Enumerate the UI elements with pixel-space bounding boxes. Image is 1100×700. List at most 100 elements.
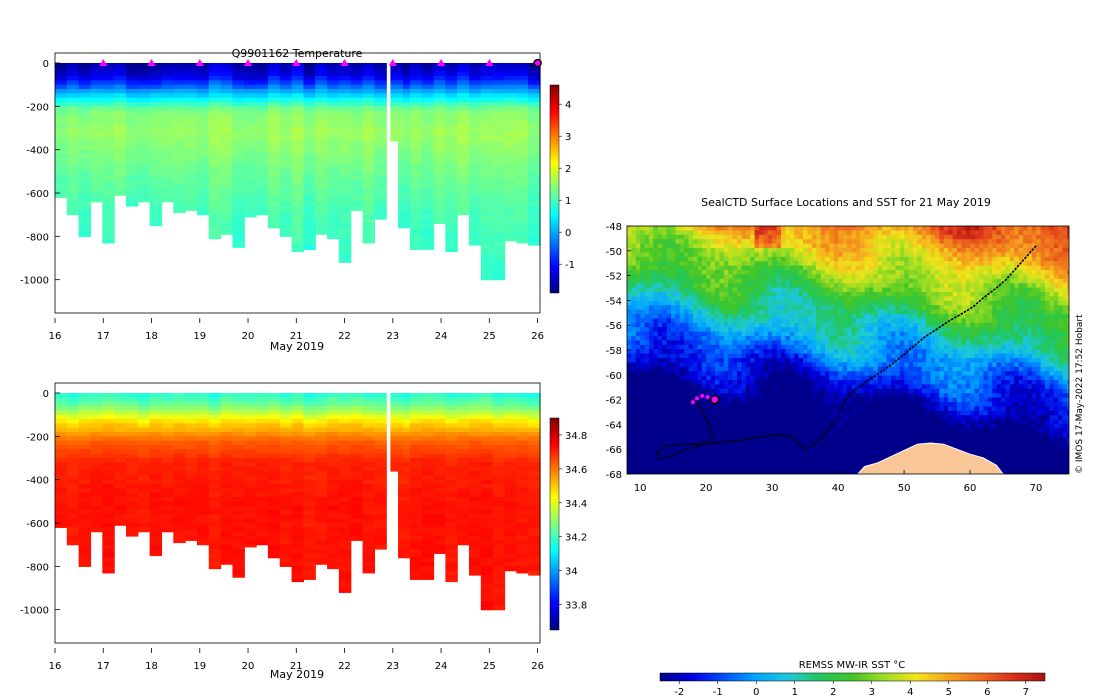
section-cell [528, 540, 541, 546]
section-cell [504, 149, 517, 155]
sst-cell [741, 305, 747, 310]
section-cell [433, 154, 446, 159]
sst-cell [693, 234, 698, 240]
section-cell [196, 71, 210, 77]
section-cell [398, 154, 411, 159]
section-cell [161, 84, 174, 90]
section-cell [390, 93, 404, 99]
section-cell [362, 501, 375, 507]
section-cell [338, 410, 352, 416]
section-cell [196, 518, 210, 524]
section-cell [102, 527, 115, 533]
sst-cell [649, 353, 654, 359]
section-cell [114, 102, 127, 107]
section-cell [256, 201, 269, 207]
sst-cell [679, 468, 685, 473]
section-cell [149, 479, 163, 485]
section-cell [125, 410, 139, 416]
section-cell [55, 115, 68, 120]
section-cell [528, 497, 541, 502]
sst-cell [688, 292, 694, 297]
section-cell [492, 141, 506, 146]
sst-cell [701, 336, 707, 341]
section-cell [137, 63, 151, 68]
section-cell [480, 527, 494, 533]
section-cell [303, 132, 316, 138]
section-cell [232, 553, 245, 559]
sst-cell [710, 265, 716, 271]
section-cell [492, 171, 506, 177]
section-cell [256, 67, 269, 73]
section-cell [445, 410, 458, 416]
section-cell [469, 458, 482, 463]
section-cell [362, 401, 375, 407]
section-cell [232, 458, 245, 463]
sst-cell [631, 437, 637, 442]
sst-cell [719, 472, 725, 474]
x-tick-label: 25 [483, 661, 496, 672]
sst-cell [653, 340, 659, 346]
section-cell [137, 158, 151, 164]
section-cell [492, 514, 506, 520]
sst-cell [635, 239, 641, 244]
sst-cell [750, 344, 755, 350]
sst-cell [688, 243, 694, 249]
section-cell [256, 76, 269, 81]
sst-cell [745, 450, 751, 456]
section-cell [409, 440, 423, 446]
sst-cell [640, 432, 645, 438]
section-cell [528, 193, 541, 198]
sst-cell [644, 468, 650, 473]
colorbar-tick-label: 34.6 [565, 465, 587, 476]
sst-cell [732, 318, 738, 324]
sst-cell [693, 432, 698, 438]
section-cell [125, 71, 139, 77]
sst-cell [723, 270, 729, 275]
sst-cell [701, 358, 707, 363]
section-cell [256, 479, 269, 485]
sst-cell [684, 336, 689, 341]
section-cell [433, 162, 446, 168]
section-cell [504, 180, 517, 185]
section-cell [137, 523, 151, 528]
section-cell [291, 544, 305, 550]
section-cell [161, 188, 174, 194]
section-cell [445, 214, 458, 220]
section-cell [267, 197, 281, 203]
section-cell [409, 245, 423, 250]
section-cell [291, 579, 305, 583]
section-cell [232, 219, 245, 224]
sst-cell [715, 463, 720, 469]
section-cell [256, 102, 269, 107]
section-cell [421, 167, 435, 172]
section-cell [173, 479, 186, 485]
section-cell [390, 63, 404, 68]
section-cell [256, 110, 269, 116]
section-cell [114, 414, 127, 420]
sst-cell [697, 437, 703, 442]
sst-cell [715, 309, 720, 315]
section-cell [102, 514, 115, 520]
sst-cell [741, 384, 747, 390]
section-cell [220, 427, 234, 433]
sst-cell [715, 358, 720, 363]
sst-cell [759, 239, 764, 244]
section-cell [291, 566, 305, 572]
sst-cell [635, 441, 641, 447]
section-cell [161, 484, 174, 489]
sst-cell [723, 362, 729, 368]
section-cell [55, 492, 68, 498]
sst-cell [684, 406, 689, 412]
section-cell [421, 175, 435, 181]
section-cell [137, 432, 151, 437]
section-cell [350, 162, 364, 168]
sst-cell [728, 226, 733, 231]
section-cell [516, 197, 529, 203]
section-cell [433, 544, 446, 550]
sst-cell [737, 371, 742, 376]
section-cell [208, 141, 222, 146]
section-cell [220, 128, 234, 133]
sst-cell [745, 459, 751, 464]
sst-cell [675, 358, 681, 363]
section-cell [350, 206, 364, 211]
